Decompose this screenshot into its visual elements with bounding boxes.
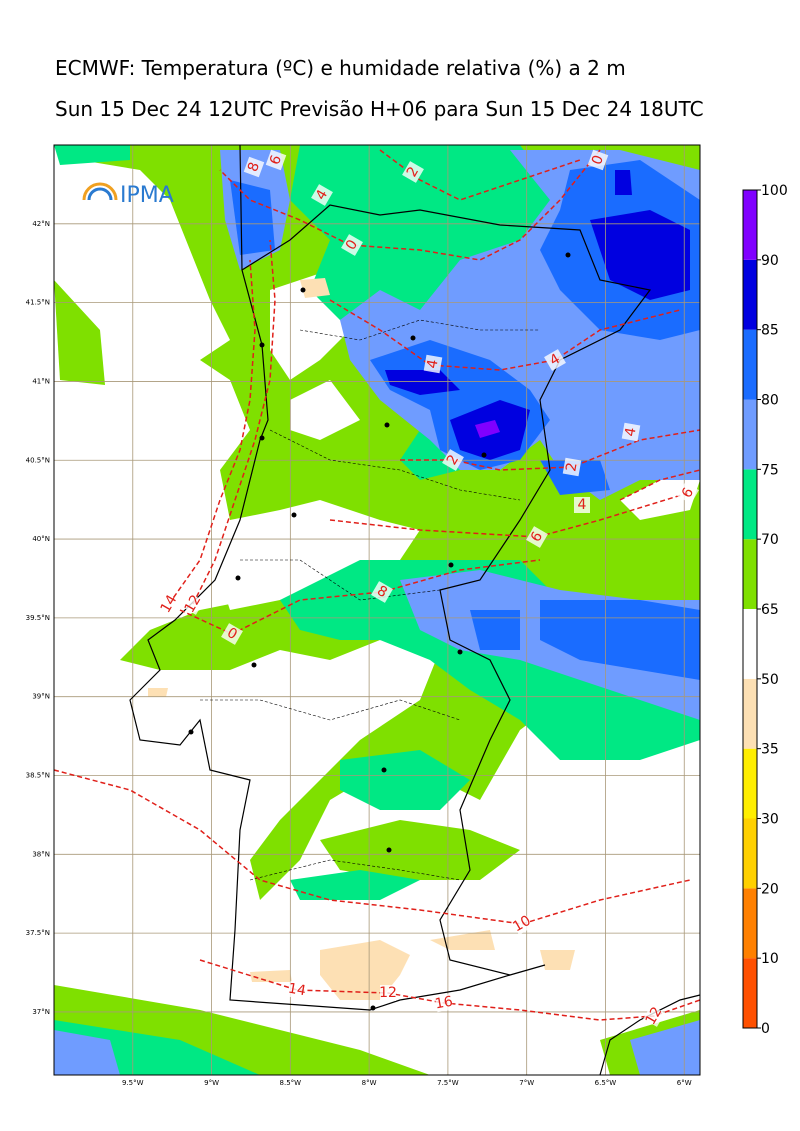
map-field <box>54 145 700 1075</box>
colorbar-segment <box>743 609 757 679</box>
contour-label-bg <box>526 526 548 548</box>
lat-tick-label: 41°N <box>32 377 50 385</box>
lat-tick-label: 37.5°N <box>26 929 50 937</box>
colorbar-label: 20 <box>761 881 779 897</box>
colorbar-segment <box>743 399 757 470</box>
contour-label-bg <box>371 581 393 603</box>
logo: IPMA <box>82 182 174 208</box>
contour-label-bg <box>442 449 464 471</box>
lon-tick-label: 7.5°W <box>437 1079 459 1087</box>
colorbar-segment <box>743 329 757 400</box>
contour-label-bg <box>511 913 533 935</box>
contour-label: 16 <box>434 994 454 1013</box>
contour-label: 10 <box>510 913 533 936</box>
title: ECMWF: Temperatura (ºC) e humidade relat… <box>55 56 626 80</box>
lon-tick-label: 7°W <box>519 1079 534 1087</box>
lat-tick-label: 40°N <box>32 535 50 543</box>
contour-label-bg <box>587 149 609 171</box>
lat-tick-label: 42°N <box>32 220 50 228</box>
colorbar-label: 75 <box>761 462 779 478</box>
contour-label: 4 <box>578 497 587 513</box>
colorbar-segment <box>743 539 757 609</box>
lat-tick-label: 37°N <box>32 1008 50 1016</box>
contour-label-bg <box>265 149 287 171</box>
colorbar-label: 70 <box>761 532 779 548</box>
contour-label-bg <box>341 234 363 256</box>
contour-label-bg <box>423 354 443 374</box>
lat-tick-label: 39.5°N <box>26 614 50 622</box>
lon-tick-label: 8.5°W <box>280 1079 302 1087</box>
map-frame <box>53 144 701 1076</box>
cities <box>188 252 571 1011</box>
colorbar-label: 35 <box>761 742 779 758</box>
contour-label-bg <box>402 161 424 183</box>
colorbar-label: 30 <box>761 812 779 828</box>
colorbar-segment <box>743 469 757 540</box>
contour-label-bg <box>621 422 641 442</box>
contour-label-bg <box>243 156 265 178</box>
contour-label: 12 <box>379 985 397 1001</box>
coastline-borders <box>129 144 701 1076</box>
colorbar-segment <box>743 958 757 1028</box>
contour-label-bg <box>221 623 243 645</box>
contour-label-bg <box>311 184 333 206</box>
contour-label: 4 <box>424 358 441 370</box>
contour-label: 4 <box>622 426 639 438</box>
colorbar: 0 10 20 30 35 50 65 70 75 80 85 90 100 <box>742 183 788 1037</box>
lat-tick-label: 38.5°N <box>26 772 50 780</box>
contour-label-bg <box>434 993 454 1013</box>
contour-label: 12 <box>643 1004 666 1027</box>
lon-tick-label: 6.5°W <box>595 1079 617 1087</box>
colorbar-label: 0 <box>761 1021 770 1037</box>
logo-text: IPMA <box>120 183 174 208</box>
contour-label-bg <box>182 593 204 615</box>
contour-label-bg <box>562 457 582 477</box>
colorbar-label: 50 <box>761 672 779 688</box>
lon-tick-label: 6°W <box>677 1079 692 1087</box>
contour-label-bg <box>380 985 396 1001</box>
colorbar-segment <box>743 818 757 889</box>
contour-label-bg <box>287 980 307 1000</box>
contour-label-bg <box>158 593 180 615</box>
contour-label-bg <box>574 497 590 513</box>
contour-label-bg <box>643 1005 665 1027</box>
contour-label: 14 <box>158 592 181 616</box>
lat-tick-label: 38°N <box>32 850 50 858</box>
district-borders <box>200 319 540 881</box>
colorbar-label: 90 <box>761 253 779 269</box>
colorbar-segment <box>743 888 757 959</box>
contour-label: 12 <box>182 592 205 615</box>
colorbar-label: 80 <box>761 393 779 409</box>
lat-tick-label: 39°N <box>32 693 50 701</box>
lon-tick-label: 9.5°W <box>122 1079 144 1087</box>
subtitle: Sun 15 Dec 24 12UTC Previsão H+06 para S… <box>55 97 704 121</box>
graticule: 9.5°W 9°W 8.5°W 8°W 7.5°W 7°W 6.5°W 6°W 42°N 41.5… <box>26 145 700 1087</box>
contour-label: 2 <box>563 461 580 473</box>
colorbar-label: 100 <box>761 183 788 199</box>
lon-tick-label: 9°W <box>204 1079 219 1087</box>
colorbar-segment <box>743 190 757 260</box>
contour-label-bg <box>544 349 566 371</box>
colorbar-label: 10 <box>761 951 779 967</box>
contour-label: 14 <box>287 981 307 1000</box>
lon-tick-label: 8°W <box>362 1079 377 1087</box>
colorbar-segment <box>743 748 757 819</box>
contour-label-bg <box>677 482 699 504</box>
lat-tick-label: 41.5°N <box>26 299 50 307</box>
colorbar-segment <box>743 678 757 749</box>
colorbar-segment <box>743 259 757 330</box>
lat-tick-label: 40.5°N <box>26 456 50 464</box>
colorbar-label: 85 <box>761 323 779 339</box>
colorbar-label: 65 <box>761 602 779 618</box>
